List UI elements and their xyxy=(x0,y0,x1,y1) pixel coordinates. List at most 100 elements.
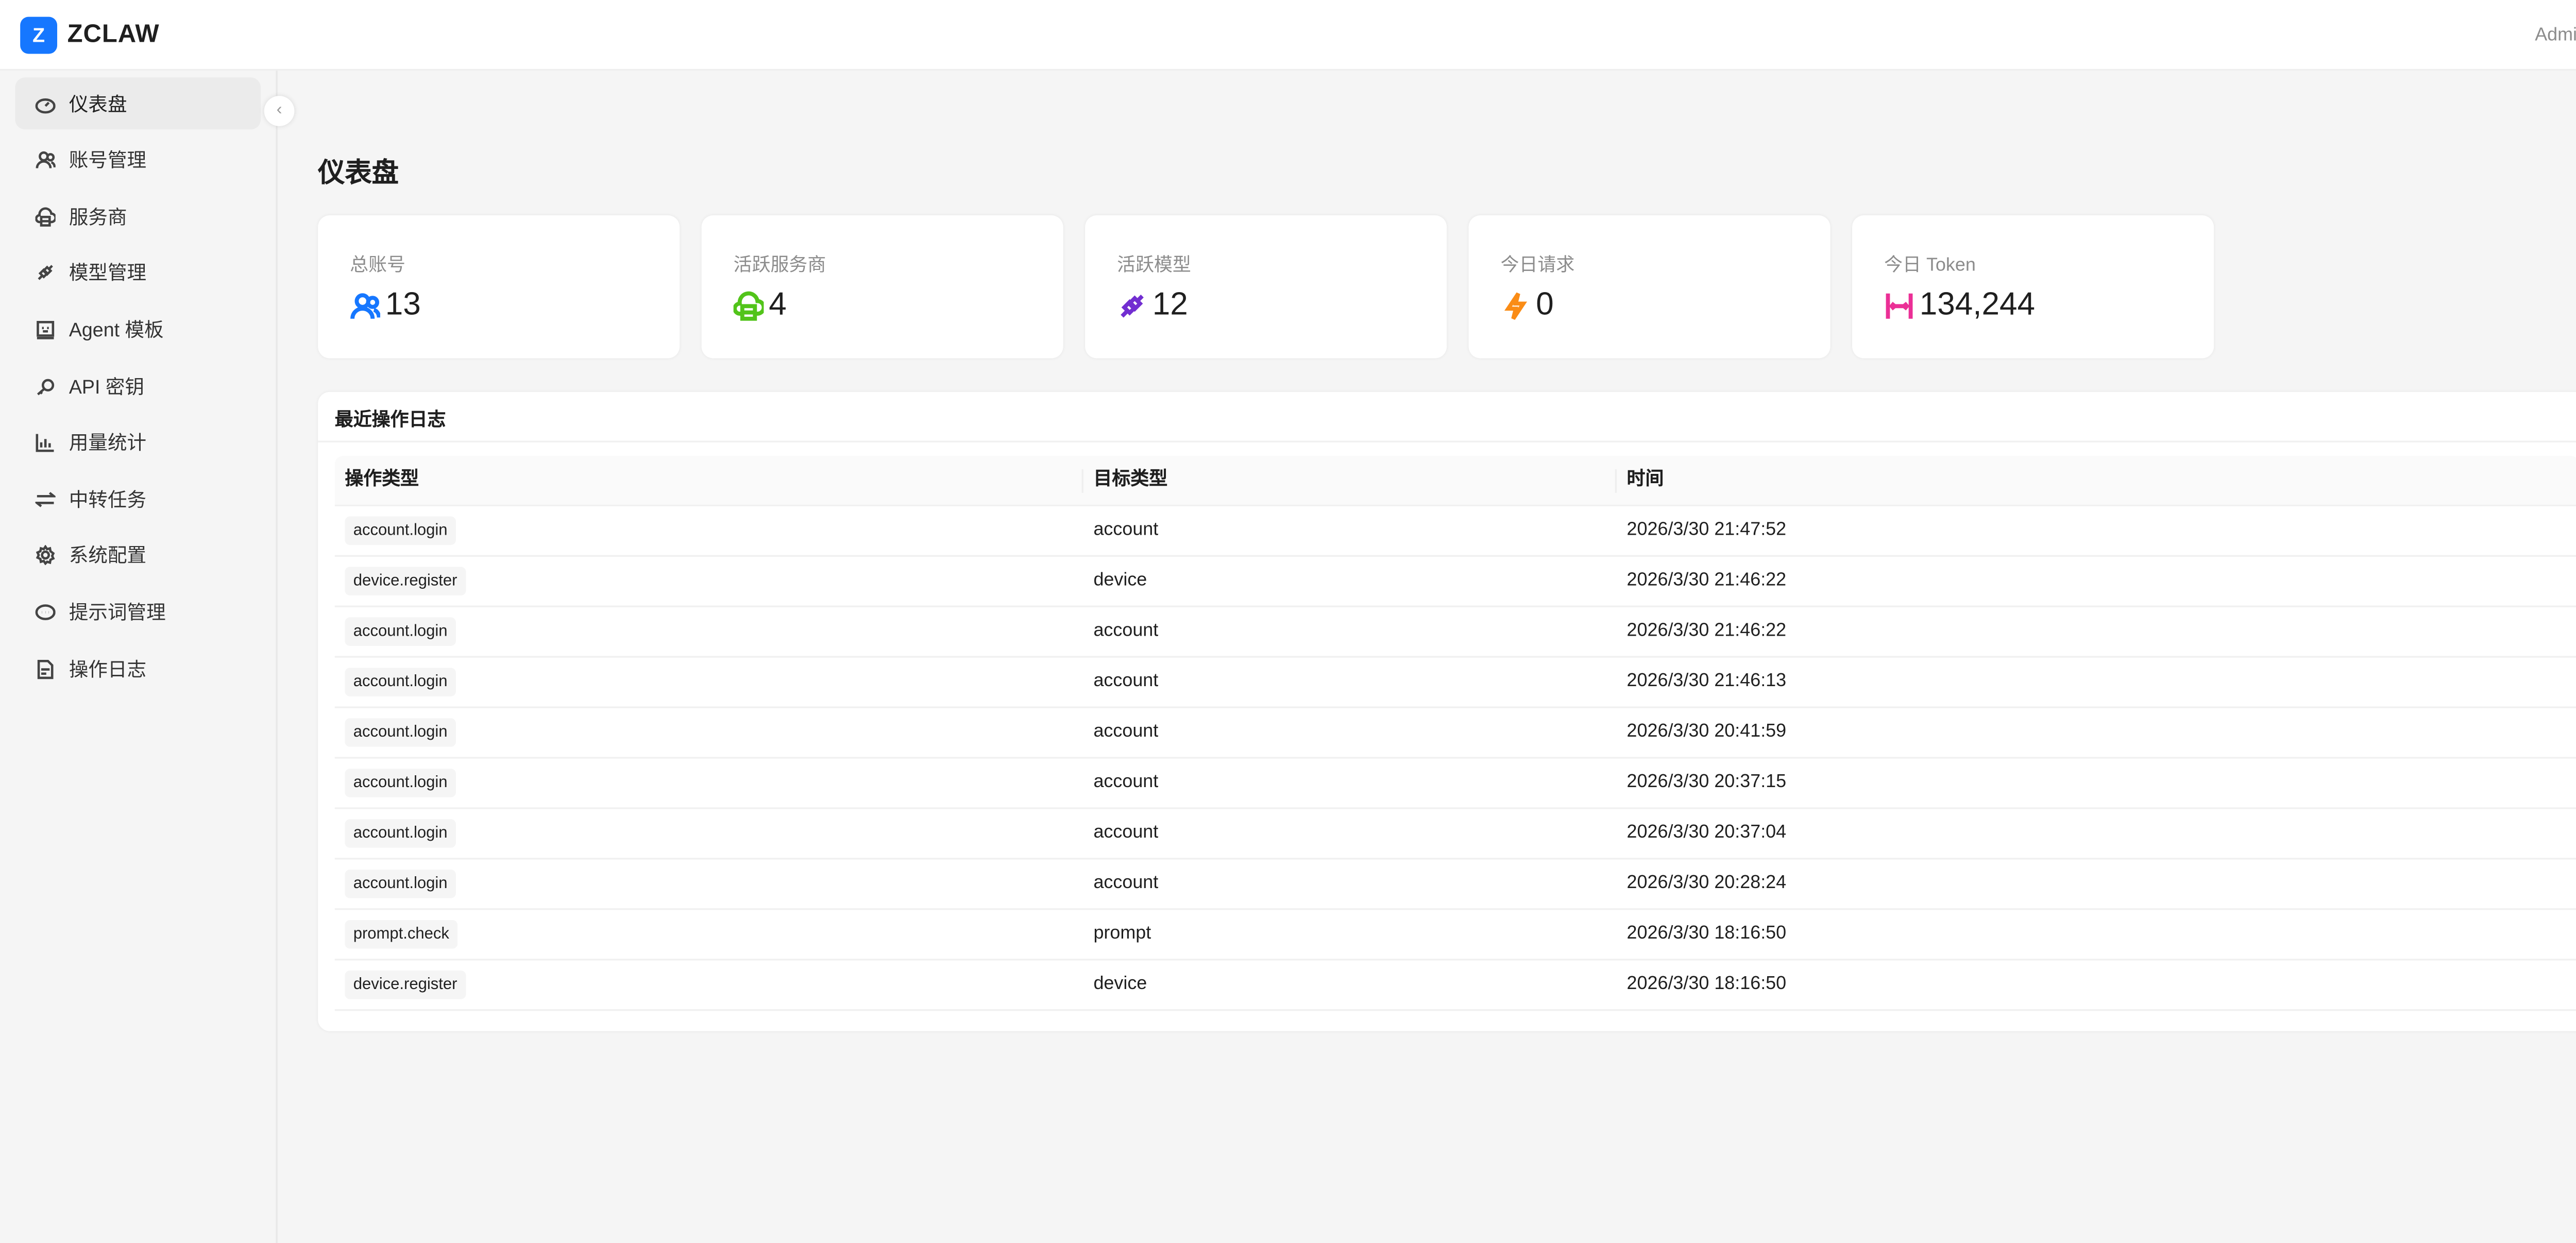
log-title: 最近操作日志 xyxy=(334,410,446,431)
plug-icon xyxy=(38,265,53,281)
sidebar-item-label: API 密钥 xyxy=(69,378,144,398)
target-cell: account xyxy=(1093,873,1159,893)
stat-card: 总账号 13 xyxy=(318,215,680,359)
logo: Z xyxy=(20,16,58,54)
sidebar-item-label: 用量统计 xyxy=(69,434,147,454)
stat-label: 活跃模型 xyxy=(1117,256,1191,276)
stat-label: 活跃服务商 xyxy=(733,256,826,276)
users-icon xyxy=(350,293,380,319)
action-tag: account.login xyxy=(345,617,456,646)
log-table: 操作类型 目标类型 时间 account.login account 2026/… xyxy=(334,455,2576,1011)
action-tag: account.login xyxy=(345,769,456,797)
sidebar-item[interactable]: 服务商 xyxy=(15,191,261,243)
sidebar-item[interactable]: 仪表盘 xyxy=(15,77,261,130)
column-header: 目标类型 xyxy=(1081,456,1167,505)
stat-value: 13 xyxy=(385,287,421,323)
action-cell: device.register xyxy=(345,557,466,606)
action-cell: account.login xyxy=(345,506,456,555)
action-cell: account.login xyxy=(345,809,456,858)
top-header: Z ZCLAW Admin xyxy=(0,0,2576,71)
table-row: prompt.check prompt 2026/3/30 18:16:50 xyxy=(334,910,2576,961)
time-cell: 2026/3/30 21:46:22 xyxy=(1626,620,1787,641)
stat-label: 总账号 xyxy=(350,256,405,276)
target-cell: account xyxy=(1093,772,1159,792)
sidebar-item-label: 操作日志 xyxy=(69,660,147,680)
page-title: 仪表盘 xyxy=(318,160,399,189)
stat-card: 今日请求 0 xyxy=(1468,215,1831,359)
action-tag: account.login xyxy=(345,668,456,696)
sidebar-item[interactable]: 系统配置 xyxy=(15,530,261,582)
stat-value-row: 0 xyxy=(1501,287,1554,325)
plug-icon xyxy=(1121,294,1144,318)
action-cell: prompt.check xyxy=(345,910,458,959)
table-row: account.login account 2026/3/30 21:46:13 xyxy=(334,658,2576,708)
table-header: 操作类型 目标类型 时间 xyxy=(334,455,2576,506)
swap-icon xyxy=(35,491,56,507)
time-cell: 2026/3/30 21:47:52 xyxy=(1626,519,1787,540)
recent-log-card: 最近操作日志 操作类型 目标类型 时间 account.login accoun… xyxy=(318,391,2576,1031)
stat-card: 今日 Token 134,244 xyxy=(1852,215,2214,359)
sidebar-item[interactable]: API 密钥 xyxy=(15,360,261,412)
target-cell: account xyxy=(1093,620,1159,641)
table-row: account.login account 2026/3/30 20:41:59 xyxy=(334,708,2576,759)
stat-label: 今日 Token xyxy=(1884,256,1976,276)
action-tag: account.login xyxy=(345,870,456,898)
time-cell: 2026/3/30 20:41:59 xyxy=(1626,721,1787,742)
sidebar-item[interactable]: 模型管理 xyxy=(15,247,261,299)
action-cell: account.login xyxy=(345,860,456,909)
sidebar-item-label: 服务商 xyxy=(69,208,127,229)
sidebar-item[interactable]: 用量统计 xyxy=(15,416,261,468)
stat-value: 134,244 xyxy=(1919,287,2035,323)
user-menu[interactable]: Admin xyxy=(2535,25,2576,46)
sidebar-item[interactable]: Agent 模板 xyxy=(15,303,261,355)
action-cell: account.login xyxy=(345,759,456,808)
bar-chart-icon xyxy=(36,434,54,452)
action-tag: device.register xyxy=(345,970,466,999)
target-cell: prompt xyxy=(1093,923,1151,944)
time-cell: 2026/3/30 20:28:24 xyxy=(1626,873,1787,893)
table-row: device.register device 2026/3/30 21:46:2… xyxy=(334,557,2576,607)
action-tag: prompt.check xyxy=(345,920,458,949)
gear-icon xyxy=(36,545,55,566)
stat-value-row: 4 xyxy=(733,287,787,325)
thunderbolt-icon xyxy=(1504,292,1528,320)
time-cell: 2026/3/30 20:37:04 xyxy=(1626,822,1787,843)
column-header: 操作类型 xyxy=(345,469,419,490)
sidebar-item[interactable]: 操作日志 xyxy=(15,642,261,694)
file-text-icon xyxy=(37,659,54,678)
target-cell: device xyxy=(1093,974,1147,994)
stat-label: 今日请求 xyxy=(1500,256,1575,276)
target-cell: account xyxy=(1093,519,1159,540)
stat-value: 4 xyxy=(769,287,787,323)
target-cell: account xyxy=(1093,721,1159,742)
sidebar-item[interactable]: 账号管理 xyxy=(15,134,261,186)
time-cell: 2026/3/30 18:16:50 xyxy=(1626,974,1787,994)
sidebar-item-label: 仪表盘 xyxy=(69,95,127,115)
chevron-left-icon[interactable]: ‹ xyxy=(264,96,295,126)
stat-value: 0 xyxy=(1536,287,1554,323)
dashboard-icon xyxy=(35,97,56,113)
sidebar-item-label: 中转任务 xyxy=(69,490,147,511)
sidebar-item[interactable]: 提示词管理 xyxy=(15,586,261,638)
table-row: account.login account 2026/3/30 21:47:52 xyxy=(334,506,2576,557)
action-tag: account.login xyxy=(345,718,456,747)
stat-card: 活跃服务商 4 xyxy=(701,215,1063,359)
stat-card: 活跃模型 12 xyxy=(1085,215,1447,359)
cloud-server-icon xyxy=(35,207,56,226)
table-row: account.login account 2026/3/30 21:46:22 xyxy=(334,607,2576,658)
time-cell: 2026/3/30 21:46:13 xyxy=(1626,671,1787,692)
action-tag: account.login xyxy=(345,819,456,848)
sidebar: 仪表盘账号管理服务商模型管理 Agent 模板 API 密钥 用量统计中转任务系统配置… xyxy=(0,71,278,1243)
column-header: 时间 xyxy=(1615,456,1664,505)
stat-value: 12 xyxy=(1152,287,1188,323)
table-row: device.register device 2026/3/30 18:16:5… xyxy=(334,960,2576,1011)
target-cell: account xyxy=(1093,822,1159,843)
target-cell: device xyxy=(1093,570,1147,591)
action-cell: account.login xyxy=(345,708,456,757)
sidebar-item[interactable]: 中转任务 xyxy=(15,473,261,525)
target-cell: account xyxy=(1093,671,1159,692)
action-cell: device.register xyxy=(345,960,466,1009)
sidebar-item-label: 模型管理 xyxy=(69,264,147,285)
robot-icon xyxy=(37,320,55,339)
action-cell: account.login xyxy=(345,658,456,707)
